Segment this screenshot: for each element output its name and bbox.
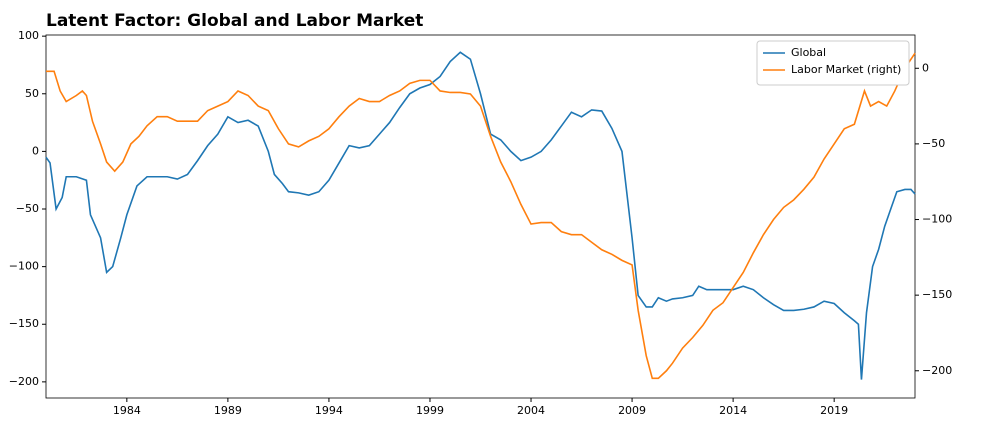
x-tick-label: 2009 [618,404,646,417]
plot-frame [45,34,916,399]
y-tick-label: −100 [9,260,39,273]
y2-tick-label: 0 [922,61,929,74]
x-tick-label: 2014 [719,404,747,417]
x-tick-label: 1984 [113,404,141,417]
x-tick-label: 2019 [820,404,848,417]
series-line [45,51,916,380]
legend-label: Labor Market (right) [791,63,901,76]
y2-tick-label: −150 [922,288,952,301]
y2-tick-label: −50 [922,137,945,150]
series-line [46,52,916,380]
x-tick-label: 1994 [315,404,343,417]
y-tick-label: −50 [16,202,39,215]
y2-tick-label: −200 [922,364,952,377]
x-tick-label: 1999 [416,404,444,417]
y-tick-label: 100 [18,29,39,42]
legend-label: Global [791,46,826,59]
y-tick-label: −150 [9,317,39,330]
chart-title: Latent Factor: Global and Labor Market [46,11,423,31]
legend-box [756,40,910,86]
x-tick-label: 2004 [517,404,545,417]
x-tick-label: 1989 [214,404,242,417]
y-tick-label: 0 [32,144,39,157]
y2-tick-label: −100 [922,213,952,226]
y-tick-label: 50 [25,87,39,100]
y-tick-label: −200 [9,375,39,388]
